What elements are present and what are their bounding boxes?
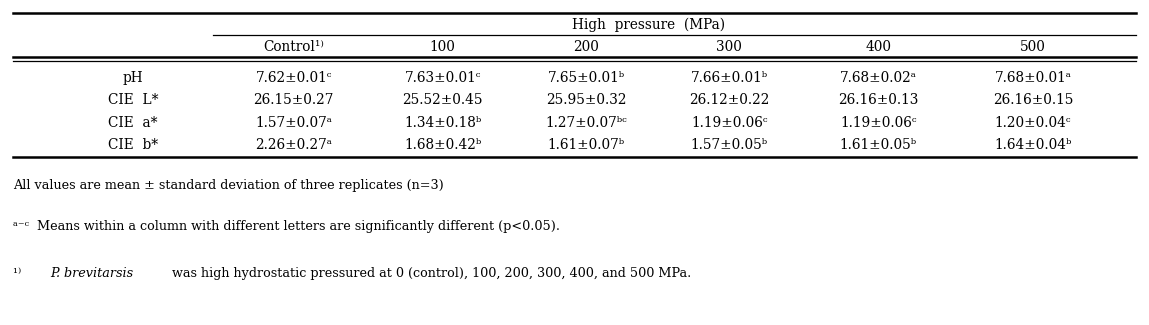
Text: CIE  b*: CIE b* (108, 138, 159, 152)
Text: 1.57±0.05ᵇ: 1.57±0.05ᵇ (691, 138, 768, 152)
Text: was high hydrostatic pressured at 0 (control), 100, 200, 300, 400, and 500 MPa.: was high hydrostatic pressured at 0 (con… (168, 267, 691, 280)
Text: 1.20±0.04ᶜ: 1.20±0.04ᶜ (995, 116, 1071, 130)
Text: 400: 400 (865, 40, 892, 54)
Text: 7.66±0.01ᵇ: 7.66±0.01ᵇ (691, 71, 768, 85)
Text: 26.16±0.15: 26.16±0.15 (993, 93, 1073, 107)
Text: 300: 300 (716, 40, 742, 54)
Text: 7.68±0.02ᵃ: 7.68±0.02ᵃ (840, 71, 917, 85)
Text: 1.19±0.06ᶜ: 1.19±0.06ᶜ (691, 116, 768, 130)
Text: Control¹⁾: Control¹⁾ (263, 40, 324, 54)
Text: 7.68±0.01ᵃ: 7.68±0.01ᵃ (995, 71, 1072, 85)
Text: 1.19±0.06ᶜ: 1.19±0.06ᶜ (840, 116, 917, 130)
Text: 1.68±0.42ᵇ: 1.68±0.42ᵇ (404, 138, 481, 152)
Text: 26.15±0.27: 26.15±0.27 (254, 93, 334, 107)
Text: 1.61±0.05ᵇ: 1.61±0.05ᵇ (840, 138, 917, 152)
Text: pH: pH (123, 71, 144, 85)
Text: 1.34±0.18ᵇ: 1.34±0.18ᵇ (404, 116, 481, 130)
Text: 200: 200 (573, 40, 599, 54)
Text: 500: 500 (1020, 40, 1046, 54)
Text: CIE  a*: CIE a* (108, 116, 157, 130)
Text: 7.63±0.01ᶜ: 7.63±0.01ᶜ (404, 71, 481, 85)
Text: 1.61±0.07ᵇ: 1.61±0.07ᵇ (547, 138, 625, 152)
Text: 7.65±0.01ᵇ: 7.65±0.01ᵇ (547, 71, 625, 85)
Text: 25.52±0.45: 25.52±0.45 (402, 93, 483, 107)
Text: 100: 100 (430, 40, 456, 54)
Text: 26.12±0.22: 26.12±0.22 (689, 93, 770, 107)
Text: P. brevitarsis: P. brevitarsis (51, 267, 133, 280)
Text: 1.64±0.04ᵇ: 1.64±0.04ᵇ (994, 138, 1072, 152)
Text: 2.26±0.27ᵃ: 2.26±0.27ᵃ (255, 138, 332, 152)
Text: ¹⁾: ¹⁾ (13, 267, 29, 280)
Text: CIE  L*: CIE L* (108, 93, 159, 107)
Text: 7.62±0.01ᶜ: 7.62±0.01ᶜ (255, 71, 332, 85)
Text: All values are mean ± standard deviation of three replicates (n=3): All values are mean ± standard deviation… (13, 178, 444, 191)
Text: 1.57±0.07ᵃ: 1.57±0.07ᵃ (255, 116, 332, 130)
Text: 26.16±0.13: 26.16±0.13 (838, 93, 918, 107)
Text: 25.95±0.32: 25.95±0.32 (546, 93, 626, 107)
Text: ᵃ⁻ᶜ  Means within a column with different letters are significantly different (p: ᵃ⁻ᶜ Means within a column with different… (13, 220, 560, 233)
Text: 1.27±0.07ᵇᶜ: 1.27±0.07ᵇᶜ (545, 116, 627, 130)
Text: High  pressure  (MPa): High pressure (MPa) (572, 18, 725, 32)
